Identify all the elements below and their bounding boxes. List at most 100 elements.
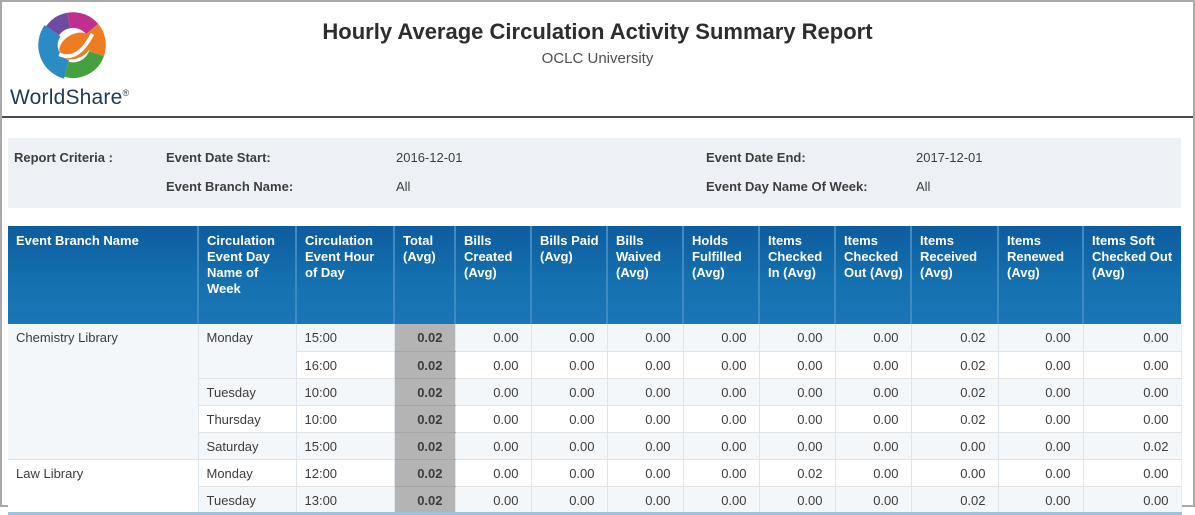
- report-criteria-label: Report Criteria :: [14, 150, 113, 165]
- value-cell-holds-fulfilled-avg: 0.00: [683, 351, 760, 379]
- criteria-value-event-day-name-of-week: All: [916, 179, 931, 194]
- total-avg-cell: 0.02: [394, 432, 456, 460]
- hour-cell: 12:00: [296, 459, 395, 487]
- value-cell-items-checked-in-avg: 0.00: [759, 486, 836, 514]
- branch-cell: Law Library: [8, 459, 199, 514]
- value-cell-items-checked-out-avg: 0.00: [835, 351, 912, 379]
- value-cell-bills-waived-avg: 0.00: [607, 378, 684, 406]
- table-row: Law Library Monday 12:00 0.02 0.00 0.00 0.00 0.…: [8, 459, 1182, 514]
- total-avg-cell: 0.02: [394, 486, 456, 514]
- table-row: Thursday 10:00 0.02 0.00 0.00 0.00 0.00 0.00 0.0…: [8, 405, 1182, 433]
- column-header-total-avg: Total (Avg): [394, 226, 456, 324]
- criteria-label-event-branch-name: Event Branch Name:: [166, 179, 294, 194]
- day-cell: Saturday: [198, 432, 297, 460]
- criteria-label-event-date-start: Event Date Start:: [166, 150, 271, 165]
- value-cell-items-checked-in-avg: 0.00: [759, 351, 836, 379]
- hour-cell: 16:00: [296, 351, 395, 379]
- value-cell-bills-waived-avg: 0.00: [607, 351, 684, 379]
- value-cell-items-checked-out-avg: 0.00: [835, 486, 912, 514]
- column-header-circulation-event-hour-of-day: Circulation Event Hour of Day: [296, 226, 395, 324]
- value-cell-bills-waived-avg: 0.00: [607, 459, 684, 487]
- column-header-items-received-avg: Items Received (Avg): [911, 226, 999, 324]
- day-cell: Tuesday: [198, 378, 297, 406]
- value-cell-items-checked-in-avg: 0.00: [759, 432, 836, 460]
- value-cell-items-soft-checked-out-avg: 0.00: [1083, 486, 1182, 514]
- day-cell: Tuesday: [198, 486, 297, 514]
- value-cell-holds-fulfilled-avg: 0.00: [683, 378, 760, 406]
- hour-cell: 15:00: [296, 432, 395, 460]
- table-row: Saturday 15:00 0.02 0.00 0.00 0.00 0.00 0.00 0.0…: [8, 432, 1182, 460]
- value-cell-holds-fulfilled-avg: 0.00: [683, 324, 760, 352]
- value-cell-items-checked-in-avg: 0.00: [759, 324, 836, 352]
- value-cell-items-received-avg: 0.02: [911, 486, 999, 514]
- page-subtitle: OCLC University: [541, 50, 654, 67]
- day-cell: Thursday: [198, 405, 297, 433]
- value-cell-items-checked-out-avg: 0.00: [835, 324, 912, 352]
- value-cell-bills-created-avg: 0.00: [455, 324, 532, 352]
- total-avg-cell: 0.02: [394, 378, 456, 406]
- value-cell-items-soft-checked-out-avg: 0.02: [1083, 432, 1182, 460]
- branch-cell: Chemistry Library: [8, 324, 199, 460]
- column-header-items-checked-in-avg: Items Checked In (Avg): [759, 226, 836, 324]
- value-cell-items-renewed-avg: 0.00: [998, 324, 1084, 352]
- value-cell-items-renewed-avg: 0.00: [998, 486, 1084, 514]
- value-cell-items-received-avg: 0.00: [911, 459, 999, 487]
- value-cell-bills-created-avg: 0.00: [455, 486, 532, 514]
- value-cell-items-renewed-avg: 0.00: [998, 351, 1084, 379]
- value-cell-holds-fulfilled-avg: 0.00: [683, 432, 760, 460]
- hour-cell: 10:00: [296, 405, 395, 433]
- table-header-row: Event Branch Name Circulation Event Day N…: [8, 226, 1181, 324]
- value-cell-items-checked-out-avg: 0.00: [835, 459, 912, 487]
- value-cell-items-checked-out-avg: 0.00: [835, 405, 912, 433]
- value-cell-items-checked-in-avg: 0.02: [759, 459, 836, 487]
- column-header-items-soft-checked-out-avg: Items Soft Checked Out (Avg): [1083, 226, 1181, 324]
- brand-block: WorldShare®: [10, 8, 180, 110]
- value-cell-items-soft-checked-out-avg: 0.00: [1083, 351, 1182, 379]
- value-cell-bills-paid-avg: 0.00: [531, 351, 608, 379]
- value-cell-bills-created-avg: 0.00: [455, 432, 532, 460]
- brand-wordmark: WorldShare®: [10, 86, 130, 109]
- criteria-value-event-date-end: 2017-12-01: [916, 150, 983, 165]
- value-cell-bills-paid-avg: 0.00: [531, 405, 608, 433]
- value-cell-bills-created-avg: 0.00: [455, 459, 532, 487]
- day-cell: Monday: [198, 324, 297, 379]
- registered-mark: ®: [122, 88, 130, 98]
- value-cell-items-soft-checked-out-avg: 0.00: [1083, 405, 1182, 433]
- value-cell-bills-created-avg: 0.00: [455, 378, 532, 406]
- column-header-bills-created-avg: Bills Created (Avg): [455, 226, 532, 324]
- column-header-holds-fulfilled-avg: Holds Fulfilled (Avg): [683, 226, 760, 324]
- value-cell-bills-paid-avg: 0.00: [531, 432, 608, 460]
- criteria-label-event-day-name-of-week: Event Day Name Of Week:: [706, 179, 868, 194]
- value-cell-items-received-avg: 0.02: [911, 378, 999, 406]
- report-header: WorldShare® Hourly Average Circulation A…: [2, 2, 1193, 118]
- value-cell-bills-paid-avg: 0.00: [531, 459, 608, 487]
- value-cell-bills-created-avg: 0.00: [455, 405, 532, 433]
- value-cell-items-soft-checked-out-avg: 0.00: [1083, 324, 1182, 352]
- value-cell-items-checked-out-avg: 0.00: [835, 378, 912, 406]
- table-row: Chemistry Library Monday 15:00 0.02 0.00 0.00…: [8, 324, 1182, 460]
- value-cell-bills-waived-avg: 0.00: [607, 432, 684, 460]
- criteria-label-event-date-end: Event Date End:: [706, 150, 806, 165]
- value-cell-items-checked-in-avg: 0.00: [759, 378, 836, 406]
- criteria-value-event-date-start: 2016-12-01: [396, 150, 463, 165]
- total-avg-cell: 0.02: [394, 324, 456, 352]
- value-cell-items-checked-in-avg: 0.00: [759, 405, 836, 433]
- table-row: Tuesday 10:00 0.02 0.00 0.00 0.00 0.00 0.00 0.00…: [8, 378, 1182, 406]
- value-cell-bills-created-avg: 0.00: [455, 351, 532, 379]
- column-header-items-checked-out-avg: Items Checked Out (Avg): [835, 226, 912, 324]
- column-header-circulation-event-day-name-of-week: Circulation Event Day Name of Week: [198, 226, 297, 324]
- value-cell-items-soft-checked-out-avg: 0.00: [1083, 378, 1182, 406]
- value-cell-bills-paid-avg: 0.00: [531, 486, 608, 514]
- worldshare-globe-logo-icon: [38, 12, 106, 79]
- value-cell-items-checked-out-avg: 0.00: [835, 432, 912, 460]
- criteria-row: Event Branch Name: All Event Day Name Of…: [8, 172, 1181, 201]
- total-avg-cell: 0.02: [394, 459, 456, 487]
- value-cell-holds-fulfilled-avg: 0.00: [683, 459, 760, 487]
- value-cell-bills-paid-avg: 0.00: [531, 324, 608, 352]
- hour-cell: 13:00: [296, 486, 395, 514]
- total-avg-cell: 0.02: [394, 351, 456, 379]
- value-cell-items-received-avg: 0.02: [911, 351, 999, 379]
- value-cell-items-renewed-avg: 0.00: [998, 378, 1084, 406]
- hour-cell: 10:00: [296, 378, 395, 406]
- total-avg-cell: 0.02: [394, 405, 456, 433]
